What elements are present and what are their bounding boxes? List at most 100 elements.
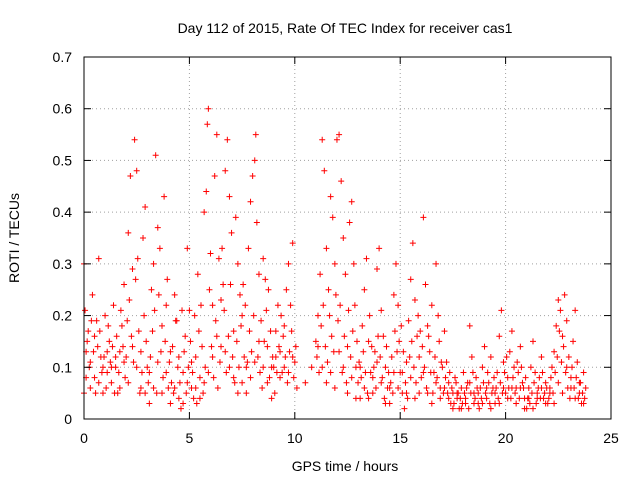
data-point [445, 395, 452, 402]
data-point [204, 121, 211, 128]
data-point [511, 364, 518, 371]
data-point [105, 322, 112, 329]
data-point [224, 136, 231, 143]
data-point [232, 214, 239, 221]
data-point [133, 364, 140, 371]
data-point [318, 322, 325, 329]
data-point [147, 353, 154, 360]
data-point [259, 384, 266, 391]
data-point [213, 131, 220, 138]
data-point [149, 328, 156, 335]
plot-frame [83, 56, 612, 420]
data-point [225, 333, 232, 340]
data-point [561, 291, 568, 298]
data-point [558, 359, 565, 366]
data-point [362, 369, 369, 376]
data-point [319, 364, 326, 371]
data-point [244, 359, 251, 366]
data-point [165, 384, 172, 391]
data-point [317, 271, 324, 278]
data-point [312, 338, 319, 345]
data-point [251, 157, 258, 164]
data-point [308, 364, 315, 371]
data-point [469, 369, 476, 376]
data-point [572, 395, 579, 402]
data-point [363, 255, 370, 262]
data-point [260, 364, 267, 371]
data-point [579, 390, 586, 397]
data-point [472, 395, 479, 402]
data-point [155, 291, 162, 298]
data-point [500, 359, 507, 366]
data-point [128, 333, 135, 340]
data-point [171, 291, 178, 298]
data-point [574, 359, 581, 366]
data-point [184, 379, 191, 386]
data-point [515, 369, 522, 376]
data-point [215, 255, 222, 262]
data-point [370, 364, 377, 371]
data-point [330, 348, 337, 355]
data-point [448, 384, 455, 391]
data-point [493, 384, 500, 391]
data-point [229, 353, 236, 360]
data-point [333, 136, 340, 143]
data-point [313, 353, 320, 360]
data-point [458, 405, 465, 412]
data-point [460, 369, 467, 376]
data-point [112, 353, 119, 360]
data-point [189, 369, 196, 376]
data-point [207, 250, 214, 257]
x-tick-label: 5 [186, 430, 194, 446]
data-point [504, 374, 511, 381]
data-point [437, 395, 444, 402]
data-point [227, 281, 234, 288]
data-point [474, 384, 481, 391]
data-point [264, 379, 271, 386]
data-point [414, 333, 421, 340]
y-tick-label: 0.5 [53, 152, 73, 168]
data-point [538, 384, 545, 391]
data-point [543, 384, 550, 391]
data-point [174, 364, 181, 371]
data-point [554, 353, 561, 360]
data-point [378, 379, 385, 386]
data-point [347, 353, 354, 360]
data-point [95, 255, 102, 262]
data-point [387, 379, 394, 386]
data-point [281, 364, 288, 371]
data-point [268, 364, 275, 371]
data-point [546, 390, 553, 397]
data-point [143, 338, 150, 345]
data-point [480, 379, 487, 386]
data-point [272, 328, 279, 335]
data-point [235, 364, 242, 371]
data-point [319, 136, 326, 143]
data-point [378, 307, 385, 314]
data-point [91, 333, 98, 340]
y-tick-label: 0.3 [53, 256, 73, 272]
data-point [264, 343, 271, 350]
data-point [506, 348, 513, 355]
data-point [289, 353, 296, 360]
data-point [528, 390, 535, 397]
data-point [508, 328, 515, 335]
data-point [428, 400, 435, 407]
data-point [569, 364, 576, 371]
data-point [265, 286, 272, 293]
data-point [433, 379, 440, 386]
data-point [234, 260, 241, 267]
data-point [101, 353, 108, 360]
data-point [461, 390, 468, 397]
data-point [242, 302, 249, 309]
data-point [405, 317, 412, 324]
x-tick-label: 15 [392, 430, 408, 446]
data-point [206, 286, 213, 293]
data-point [465, 405, 472, 412]
data-point [343, 379, 350, 386]
data-point [142, 390, 149, 397]
x-tick-label: 10 [287, 430, 303, 446]
data-point [348, 374, 355, 381]
data-point [483, 384, 490, 391]
data-point [129, 266, 136, 273]
